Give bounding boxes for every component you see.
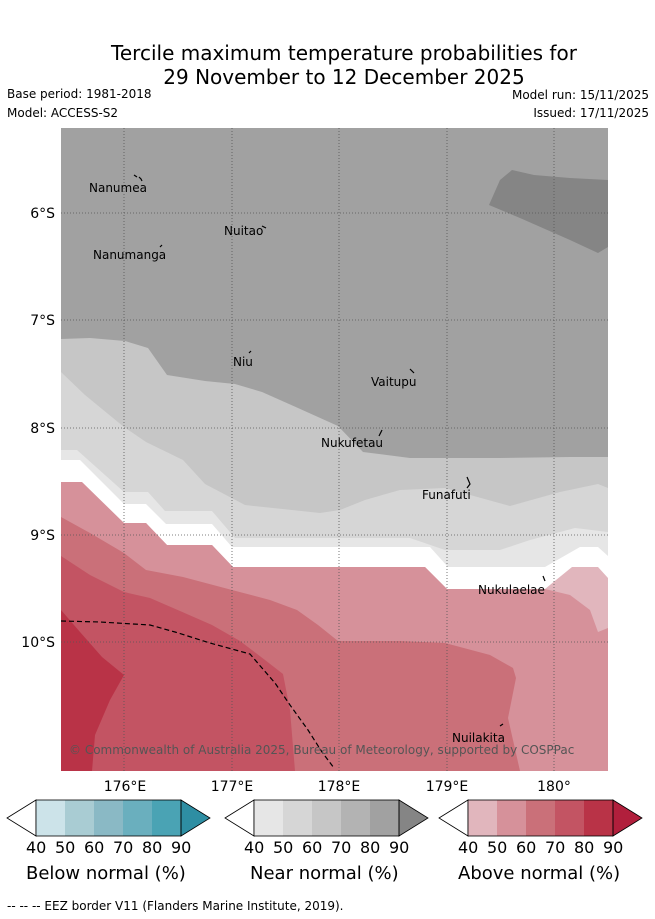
colorbar-tick-label: 90 xyxy=(171,838,192,857)
longitude-tick-label: 178°E xyxy=(318,779,361,795)
colorbar-tick-label: 40 xyxy=(458,838,479,857)
probability-contours: Nanumea Nuitao Nanumanga Niu Vaitupu Nuk… xyxy=(61,128,608,771)
place-label: Nanumanga xyxy=(93,248,166,262)
model-name: Model: ACCESS-S2 xyxy=(7,106,119,120)
colorbar-segment xyxy=(224,799,255,837)
longitude-tick-label: 176°E xyxy=(104,779,147,795)
colorbar-above-normal xyxy=(438,799,643,837)
island-shapes xyxy=(133,174,546,727)
colorbar-tick-label: 70 xyxy=(545,838,566,857)
colorbar-segment xyxy=(612,799,643,837)
title-line-1: Tercile maximum temperature probabilitie… xyxy=(111,41,577,65)
longitude-tick-label: 177°E xyxy=(211,779,254,795)
island-funafuti xyxy=(466,476,471,489)
colorbar-tick-label: 50 xyxy=(273,838,294,857)
place-label: Nuitao xyxy=(224,224,263,238)
place-label: Nukufetau xyxy=(321,436,383,450)
colorbar-segment xyxy=(526,800,555,836)
colorbar-segment xyxy=(438,799,469,837)
latitude-tick-label: 6°S xyxy=(30,206,55,222)
longitude-tick-label: 179°E xyxy=(426,779,469,795)
colorbar-tick-label: 40 xyxy=(244,838,265,857)
colorbar-tick-label: 90 xyxy=(603,838,624,857)
colorbar-tick-label: 40 xyxy=(26,838,47,857)
longitude-tick-label: 180° xyxy=(537,779,571,795)
place-label: Nanumea xyxy=(89,181,147,195)
colorbar-below-normal xyxy=(6,799,211,837)
colorbar-segment xyxy=(555,800,584,836)
colorbar-segment xyxy=(584,800,613,836)
colorbar-tick-label: 90 xyxy=(389,838,410,857)
colorbar-tick-label: 50 xyxy=(55,838,76,857)
colorbar-segment xyxy=(94,800,123,836)
colorbar-segment xyxy=(123,800,152,836)
island-nukulaelae xyxy=(542,575,546,582)
eez-border xyxy=(61,620,335,769)
colorbar-outline xyxy=(253,799,400,837)
colorbar-tick-label: 80 xyxy=(574,838,595,857)
colorbar-tick-label: 70 xyxy=(113,838,134,857)
colorbar-tick-label: 70 xyxy=(331,838,352,857)
colorbar-segment xyxy=(65,800,94,836)
place-label: Funafuti xyxy=(422,488,471,502)
colorbar-tick-label: 80 xyxy=(142,838,163,857)
place-label: Nukulaelae xyxy=(478,583,545,597)
colorbar-tick-label: 60 xyxy=(302,838,323,857)
colorbar-outline xyxy=(467,799,614,837)
island-nanumanga xyxy=(159,244,163,248)
colorbar-tick-label: 80 xyxy=(360,838,381,857)
island-nuitao xyxy=(261,225,267,229)
colorbar-tick-label: 60 xyxy=(84,838,105,857)
eez-footnote: -- -- -- EEZ border V11 (Flanders Marine… xyxy=(7,899,344,913)
colorbar-outline xyxy=(35,799,182,837)
place-label: Niu xyxy=(233,355,253,369)
place-label: Nuilakita xyxy=(452,731,505,745)
island-nanumea xyxy=(133,174,143,182)
island-nuilakita xyxy=(499,723,504,727)
colorbar-segment xyxy=(36,800,65,836)
latitude-tick-label: 9°S xyxy=(30,528,55,544)
island-vaitupu xyxy=(409,368,415,374)
latitude-tick-label: 10°S xyxy=(21,635,55,651)
contour-above-80-90 xyxy=(61,610,124,771)
contour-above-70-80 xyxy=(61,556,295,771)
colorbar-segment xyxy=(398,799,429,837)
colorbar-segment xyxy=(468,800,497,836)
colorbar-segment xyxy=(341,800,370,836)
latitude-tick-label: 8°S xyxy=(30,421,55,437)
title-line-2: 29 November to 12 December 2025 xyxy=(163,65,525,89)
colorbar-segment xyxy=(152,800,181,836)
contour-near-80-90 xyxy=(489,170,608,253)
colorbar-tick-label: 60 xyxy=(516,838,537,857)
model-run: Model run: 15/11/2025 xyxy=(511,88,649,102)
colorbar-title-near: Near normal (%) xyxy=(250,863,399,884)
island-nukufetau xyxy=(378,429,383,437)
colorbar-segment xyxy=(254,800,283,836)
colorbar-segment xyxy=(6,799,37,837)
graticule xyxy=(61,128,608,771)
latitude-tick-label: 7°S xyxy=(30,313,55,329)
colorbar-segment xyxy=(497,800,526,836)
colorbar-segment xyxy=(283,800,312,836)
place-label: Vaitupu xyxy=(371,375,417,389)
copyright-notice: © Commonwealth of Australia 2025, Bureau… xyxy=(69,743,574,757)
colorbar-title-below: Below normal (%) xyxy=(26,863,186,884)
colorbar-tick-label: 50 xyxy=(487,838,508,857)
base-period: Base period: 1981-2018 xyxy=(7,87,152,101)
colorbar-title-above: Above normal (%) xyxy=(458,863,621,884)
colorbar-segment xyxy=(312,800,341,836)
issued-date: Issued: 17/11/2025 xyxy=(533,106,649,120)
island-niu xyxy=(248,350,252,354)
colorbar-segment xyxy=(180,799,211,837)
colorbar-near-normal xyxy=(224,799,429,837)
colorbar-segment xyxy=(370,800,399,836)
